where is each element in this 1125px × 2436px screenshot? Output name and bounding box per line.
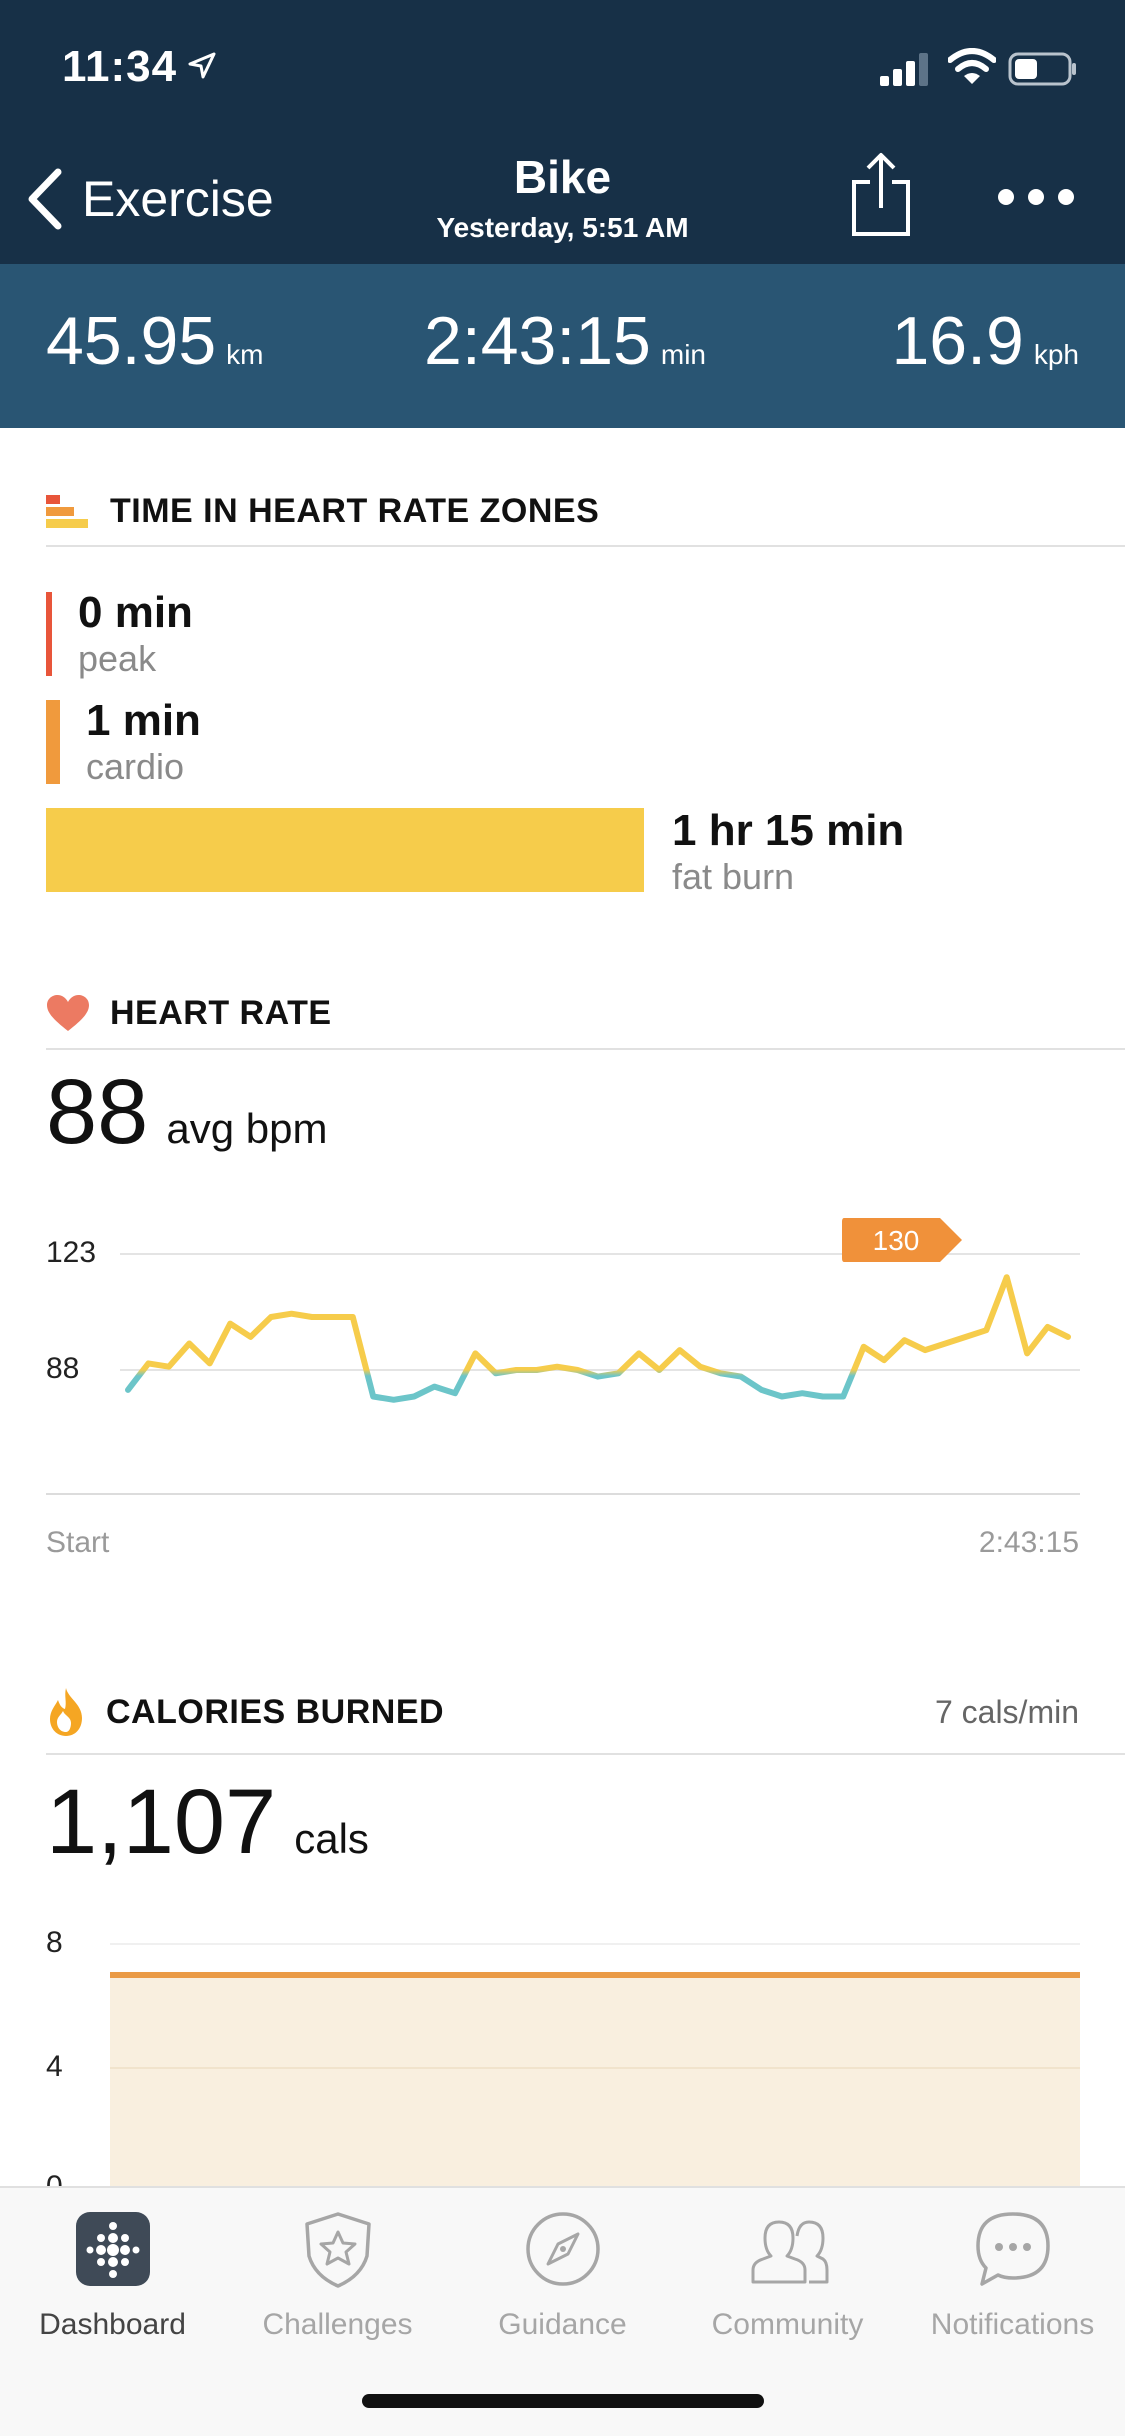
zone-fat-burn-label: fat burn xyxy=(672,856,795,897)
calories-value: 1,107 xyxy=(46,1771,277,1873)
speed-unit: kph xyxy=(1033,339,1079,370)
speed-stat: 16.9 kph xyxy=(891,302,1079,380)
heart-rate-section-header: HEART RATE xyxy=(46,994,1125,1033)
speed-value: 16.9 xyxy=(891,303,1024,379)
cal-y-tick-4: 4 xyxy=(46,2050,63,2083)
peak-marker: 130 xyxy=(842,1218,962,1262)
zone-fat-burn-value: 1 hr 15 min xyxy=(672,806,905,855)
peak-label: 130 xyxy=(873,1225,920,1256)
calories-rate: 7 cals/min xyxy=(934,1693,1079,1730)
divider xyxy=(46,545,1125,547)
avg-bpm-value: 88 xyxy=(46,1061,149,1163)
calories-section-header: CALORIES BURNED 7 cals/min xyxy=(46,1686,1125,1738)
back-label: Exercise xyxy=(82,171,274,227)
wifi-icon xyxy=(948,48,996,84)
zone-cardio-value: 1 min xyxy=(86,696,201,745)
duration-unit: min xyxy=(660,339,707,370)
top-header: 11:34 Exercise Bike Yesterday, 5:51 AM xyxy=(0,0,1125,264)
zone-peak-bar xyxy=(46,592,52,676)
zone-cardio-bar xyxy=(46,700,60,784)
hr-x-end: 2:43:15 xyxy=(978,1526,1079,1559)
tab-challenges[interactable]: Challenges xyxy=(225,2208,450,2342)
calories-total: 1,107 cals xyxy=(46,1770,369,1875)
back-button[interactable]: Exercise xyxy=(24,168,274,230)
more-options-icon[interactable] xyxy=(996,182,1076,212)
zones-section-header: TIME IN HEART RATE ZONES xyxy=(46,492,1125,531)
divider xyxy=(46,1753,1125,1755)
notifications-chat-icon xyxy=(975,2212,1050,2286)
distance-value: 45.95 xyxy=(46,303,217,379)
page-subtitle: Yesterday, 5:51 AM xyxy=(436,212,689,243)
dashboard-icon xyxy=(75,2212,150,2286)
heart-rate-chart: 130 xyxy=(46,1218,1080,1495)
avg-bpm-unit: avg bpm xyxy=(166,1105,328,1152)
battery-icon xyxy=(1008,52,1076,86)
zones-bars-icon xyxy=(46,494,88,528)
zone-peak-value: 0 min xyxy=(78,588,193,637)
tab-guidance[interactable]: Guidance xyxy=(450,2208,675,2342)
zone-cardio-label: cardio xyxy=(86,746,185,787)
flame-icon xyxy=(50,1688,82,1736)
heart-rate-title: HEART RATE xyxy=(110,994,332,1032)
zone-peak-label: peak xyxy=(78,638,157,679)
compass-icon xyxy=(525,2212,600,2286)
home-indicator xyxy=(362,2394,764,2408)
duration-value: 2:43:15 xyxy=(424,303,651,379)
tab-notifications[interactable]: Notifications xyxy=(900,2208,1125,2342)
heart-icon xyxy=(47,994,89,1031)
hr-y-tick-123: 123 xyxy=(46,1236,97,1269)
workout-stats-bar: 45.95 km 2:43:15 min 16.9 kph xyxy=(0,264,1125,428)
tab-challenges-label: Challenges xyxy=(262,2308,413,2341)
hr-y-tick-88: 88 xyxy=(46,1352,80,1385)
duration-stat: 2:43:15 min xyxy=(424,302,706,380)
heart-rate-series-line xyxy=(125,1274,1071,1403)
bottom-tab-bar: Dashboard Challenges Guidance Community … xyxy=(0,2186,1125,2436)
tab-dashboard-label: Dashboard xyxy=(39,2308,186,2341)
tab-guidance-label: Guidance xyxy=(498,2308,627,2341)
tab-notifications-label: Notifications xyxy=(930,2308,1095,2341)
distance-stat: 45.95 km xyxy=(46,302,264,380)
tab-community[interactable]: Community xyxy=(675,2208,900,2342)
chevron-left-icon xyxy=(28,168,62,230)
page-title: Bike xyxy=(513,151,612,203)
challenges-star-icon xyxy=(304,2212,371,2288)
divider xyxy=(46,1048,1125,1050)
tab-dashboard[interactable]: Dashboard xyxy=(0,2208,225,2342)
zones-title: TIME IN HEART RATE ZONES xyxy=(110,492,600,530)
cal-y-tick-8: 8 xyxy=(46,1926,63,1959)
calories-chart xyxy=(110,1943,1080,2186)
share-icon[interactable] xyxy=(850,152,912,238)
zone-fat-burn-bar xyxy=(46,808,644,892)
calories-title: CALORIES BURNED xyxy=(106,1692,445,1731)
tab-community-label: Community xyxy=(711,2308,864,2341)
avg-heart-rate: 88 avg bpm xyxy=(46,1060,327,1165)
status-time-text: 11:34 xyxy=(62,42,178,91)
status-time: 11:34 xyxy=(62,42,217,92)
distance-unit: km xyxy=(226,339,264,370)
calories-unit: cals xyxy=(294,1815,369,1862)
community-icon xyxy=(751,2220,828,2284)
calories-area-fill xyxy=(110,1975,1080,2186)
location-arrow-icon xyxy=(187,48,217,90)
cellular-signal-icon xyxy=(880,53,928,86)
hr-x-start: Start xyxy=(46,1526,110,1559)
